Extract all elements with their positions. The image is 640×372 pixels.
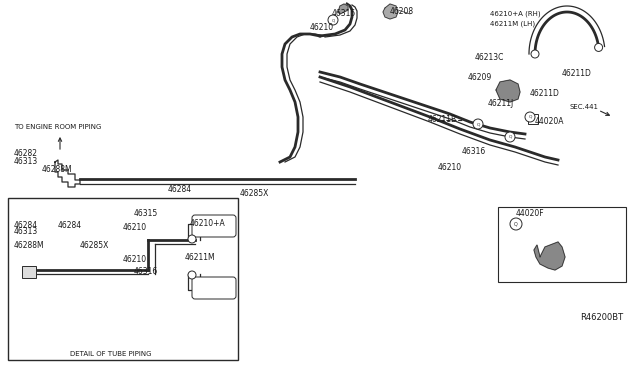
Text: 46211J: 46211J [488,99,515,109]
Text: 46285X: 46285X [240,189,269,199]
Text: 46210+A (RH): 46210+A (RH) [490,11,541,17]
Circle shape [188,271,196,279]
Text: Q: Q [508,135,512,139]
FancyBboxPatch shape [192,215,236,237]
Text: 46211D: 46211D [562,70,592,78]
Polygon shape [383,4,398,19]
Text: Q: Q [476,122,480,126]
Text: SEC.441: SEC.441 [570,104,599,110]
Text: 46313: 46313 [14,228,38,237]
Circle shape [473,119,483,129]
Bar [8,198,238,360]
Text: Q: Q [514,221,518,227]
Text: 46210: 46210 [123,256,147,264]
Text: 46211D: 46211D [530,90,560,99]
Text: 46285X: 46285X [80,241,109,250]
Text: 46284: 46284 [14,221,38,230]
Text: 46209: 46209 [468,73,492,81]
Text: 46210: 46210 [438,163,462,171]
Text: 46208: 46208 [390,7,414,16]
Text: 46213C: 46213C [475,52,504,61]
Text: R46200BT: R46200BT [580,312,623,321]
Text: 46211M: 46211M [185,253,216,262]
Circle shape [595,44,603,51]
Bar [498,207,626,282]
Text: 46211M (LH): 46211M (LH) [490,21,535,27]
Text: 44020F: 44020F [516,209,545,218]
Text: 46315: 46315 [134,209,158,218]
Text: 46284: 46284 [58,221,82,230]
Polygon shape [534,242,565,270]
FancyBboxPatch shape [192,277,236,299]
Polygon shape [496,80,520,102]
Text: 46313: 46313 [14,157,38,167]
Circle shape [531,50,539,58]
Circle shape [505,132,515,142]
Bar [22,266,36,278]
Text: 46288M: 46288M [42,164,72,173]
Text: 46315: 46315 [332,10,356,19]
Text: 46210: 46210 [123,222,147,231]
Text: 46284: 46284 [168,186,192,195]
Circle shape [188,235,196,243]
Text: DETAIL OF TUBE PIPING: DETAIL OF TUBE PIPING [70,351,152,357]
Circle shape [525,112,535,122]
Circle shape [510,218,522,230]
Text: 46210: 46210 [310,22,334,32]
Text: Q: Q [528,115,532,119]
Polygon shape [338,4,348,14]
Text: 46288M: 46288M [14,241,45,250]
Text: TO ENGINE ROOM PIPING: TO ENGINE ROOM PIPING [14,124,101,130]
Text: 46282: 46282 [14,150,38,158]
Text: 44020A: 44020A [535,118,564,126]
Text: Q: Q [332,18,335,22]
Circle shape [328,15,338,25]
Text: 46210+A: 46210+A [190,219,226,228]
Text: 46211B: 46211B [428,115,457,125]
Bar [528,114,538,124]
Text: 46316: 46316 [462,148,486,157]
Text: 46316: 46316 [134,267,158,276]
